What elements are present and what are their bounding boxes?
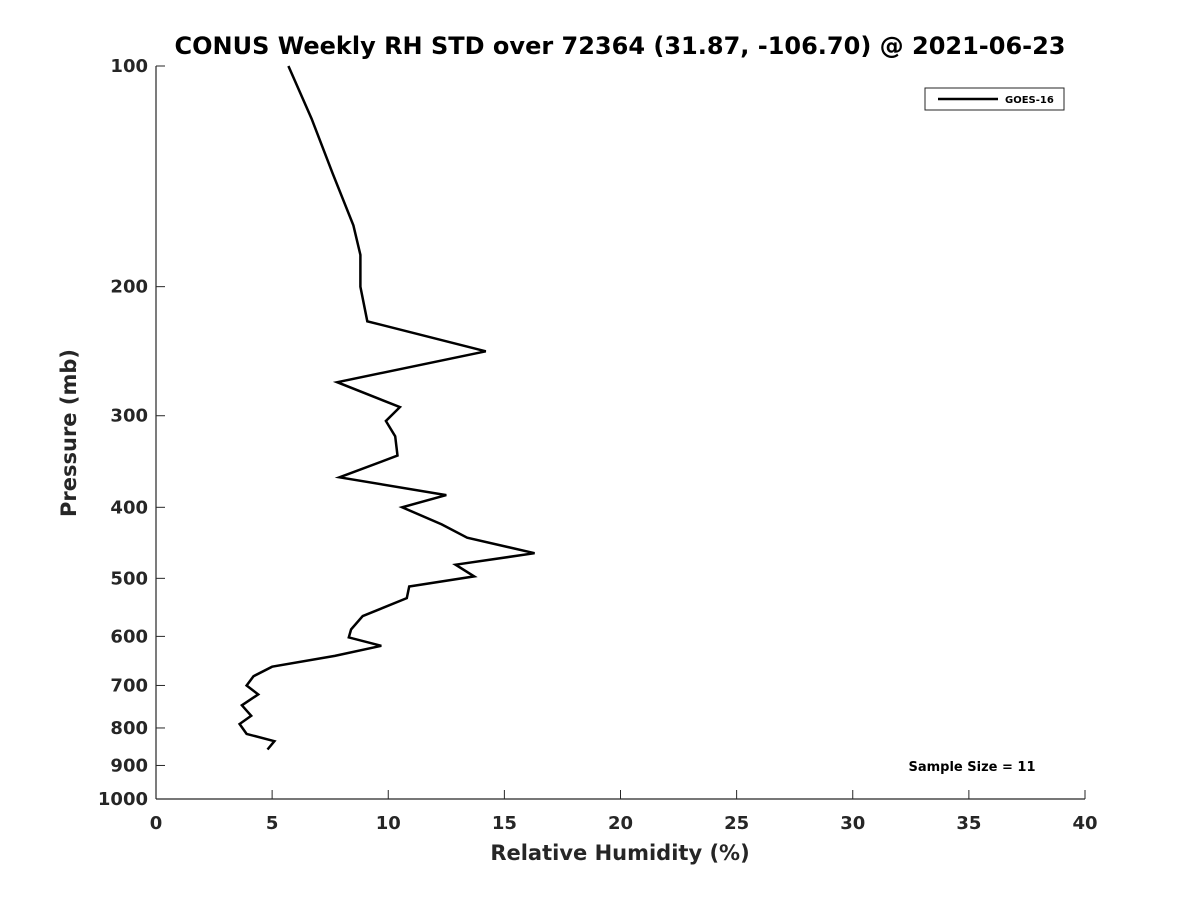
series-line-goes-16 — [237, 65, 535, 751]
sample-size-annotation: Sample Size = 11 — [908, 760, 1035, 775]
y-axis-label: Pressure (mb) — [57, 349, 81, 517]
legend-label-goes-16: GOES-16 — [1005, 95, 1054, 106]
y-tick-label: 800 — [110, 718, 148, 739]
plot-axes — [155, 66, 1085, 800]
y-tick-label: 600 — [110, 626, 148, 647]
y-tick-label: 300 — [110, 406, 148, 427]
y-tick-label: 400 — [110, 497, 148, 518]
x-tick-label: 35 — [956, 813, 981, 834]
x-axis-ticks: 0 5 10 15 20 25 30 35 40 — [150, 790, 1098, 834]
x-tick-label: 15 — [492, 813, 517, 834]
y-tick-label: 900 — [110, 755, 148, 776]
y-tick-label: 700 — [110, 675, 148, 696]
y-tick-label: 100 — [110, 56, 148, 77]
y-tick-label: 1000 — [98, 789, 148, 810]
y-tick-label: 200 — [110, 277, 148, 298]
x-tick-label: 25 — [724, 813, 749, 834]
x-tick-label: 10 — [376, 813, 401, 834]
x-tick-label: 20 — [608, 813, 633, 834]
x-tick-label: 40 — [1072, 813, 1097, 834]
x-tick-label: 5 — [266, 813, 279, 834]
x-axis-label: Relative Humidity (%) — [490, 841, 749, 865]
y-axis-ticks: 100 200 300 400 500 600 700 800 900 1000 — [98, 56, 165, 810]
x-tick-label: 30 — [840, 813, 865, 834]
y-tick-label: 500 — [110, 568, 148, 589]
x-tick-label: 0 — [150, 813, 163, 834]
series-layer — [237, 65, 535, 751]
chart-title: CONUS Weekly RH STD over 72364 (31.87, -… — [174, 32, 1065, 60]
legend: GOES-16 — [924, 87, 1065, 111]
